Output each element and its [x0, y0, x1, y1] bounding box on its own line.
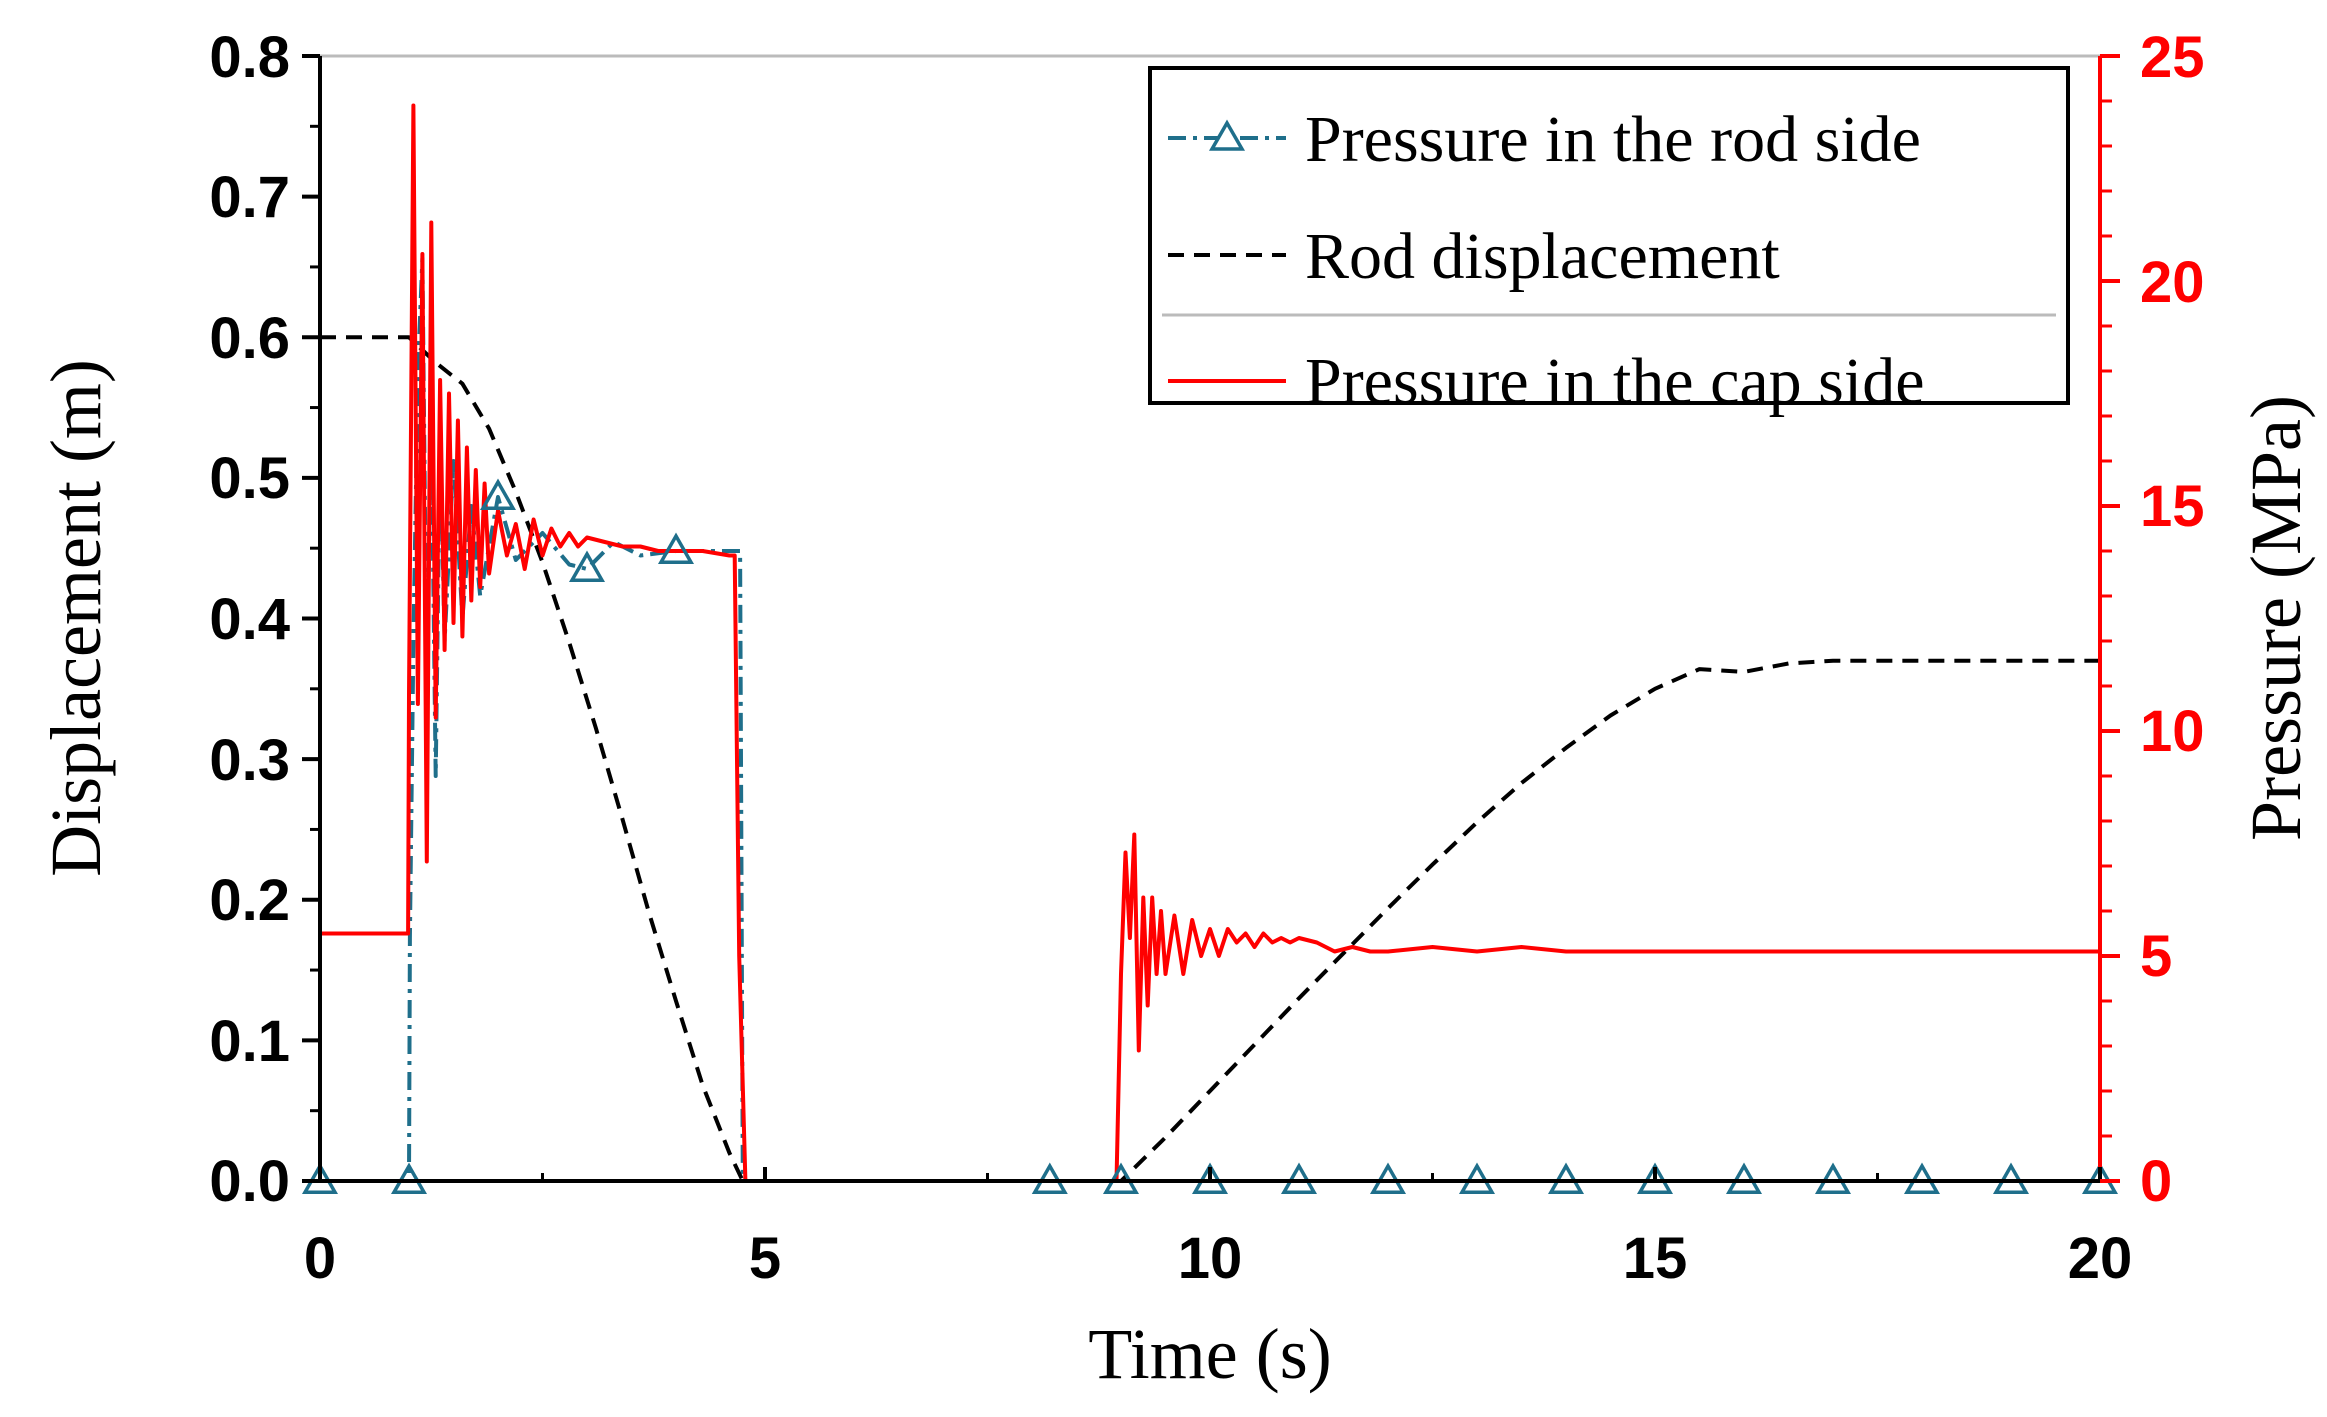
y-right-tick-label-5: 25 — [2140, 25, 2205, 90]
rod-pressure-marker — [657, 532, 695, 564]
y-right-tick-label-4: 20 — [2140, 250, 2205, 315]
y-left-tick-label-6: 0.6 — [209, 306, 290, 371]
x-tick-label-3: 15 — [1623, 1226, 1688, 1291]
y-left-tick-label-8: 0.8 — [209, 25, 290, 90]
legend-label-rod-displacement: Rod displacement — [1305, 220, 1780, 293]
x-tick-label-0: 0 — [304, 1226, 336, 1291]
y-right-axis-title: Pressure (MPa) — [2236, 395, 2316, 841]
y-left-tick-label-1: 0.1 — [209, 1009, 290, 1074]
y-left-tick-label-4: 0.4 — [209, 587, 290, 652]
y-left-tick-label-5: 0.5 — [209, 446, 290, 511]
y-left-tick-label-3: 0.3 — [209, 728, 290, 793]
legend-label-cap-pressure: Pressure in the cap side — [1305, 345, 1925, 418]
y-right-tick-label-1: 5 — [2140, 924, 2172, 989]
x-tick-label-1: 5 — [749, 1226, 781, 1291]
x-tick-label-2: 10 — [1178, 1226, 1243, 1291]
series-layer — [320, 103, 2100, 1180]
legend-label-rod-pressure: Pressure in the rod side — [1305, 103, 1921, 176]
x-axis-title: Time (s) — [1088, 1314, 1331, 1394]
series-line-cap-pressure — [320, 103, 2100, 1180]
y-right-tick-label-2: 10 — [2140, 699, 2205, 764]
tick-layer — [302, 54, 2120, 1183]
rod-pressure-marker — [568, 550, 606, 582]
y-left-tick-label-2: 0.2 — [209, 868, 290, 933]
legend-box — [1148, 66, 2070, 405]
y-right-tick-label-3: 15 — [2140, 474, 2205, 539]
rod-pressure-marker — [479, 478, 517, 510]
legend: Pressure in the rod side Rod displacemen… — [1148, 66, 2070, 418]
y-left-tick-label-7: 0.7 — [209, 165, 290, 230]
y-left-axis-title: Displacement (m) — [36, 359, 116, 877]
series-line-rod-displacement — [320, 335, 2100, 1180]
y-right-tick-label-0: 0 — [2140, 1149, 2172, 1214]
y-left-tick-label-0: 0.0 — [209, 1149, 290, 1214]
legend-marker-rod-pressure — [1208, 119, 1246, 151]
x-tick-label-4: 20 — [2068, 1226, 2133, 1291]
